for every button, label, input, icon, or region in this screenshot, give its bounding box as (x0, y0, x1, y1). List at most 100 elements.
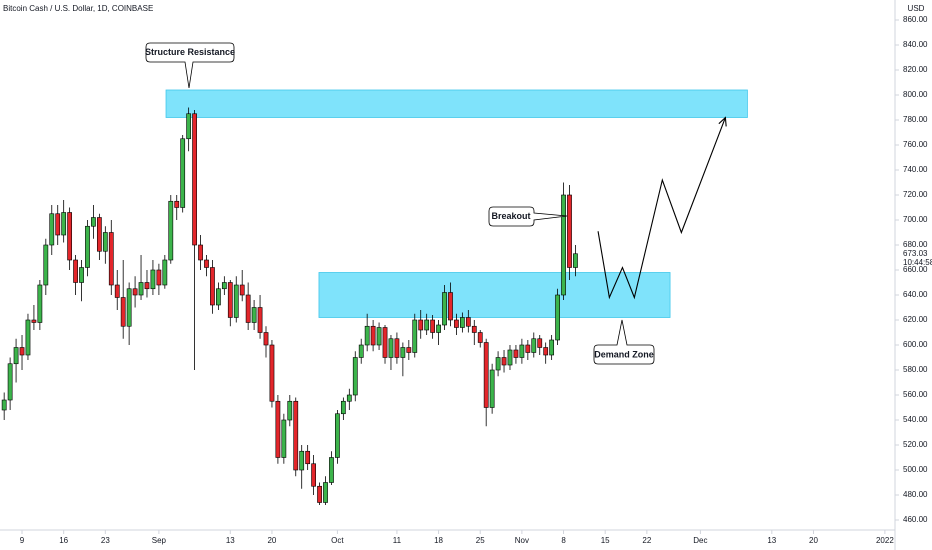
candle-body-down (537, 338, 543, 348)
y-tick-label: 580.00 (903, 365, 928, 374)
candle-body-up (459, 317, 465, 328)
callout-box (593, 319, 655, 365)
currency: USD (908, 4, 925, 13)
x-tick-label: 23 (101, 536, 110, 545)
x-tick-label: 9 (20, 536, 25, 545)
candle-body-down (418, 319, 424, 331)
candle-body-down (55, 213, 61, 236)
candle-body-up (346, 394, 352, 402)
candle-body-up (442, 292, 447, 326)
candle-body-up (25, 319, 31, 356)
candle-body-down (406, 347, 412, 353)
candle-body-down (192, 113, 197, 246)
y-tick-label: 700.00 (903, 215, 928, 224)
candle-body-up (216, 288, 221, 306)
zone (165, 89, 748, 118)
y-tick-label: 680.00 (903, 240, 928, 249)
candle-body-up (573, 253, 578, 268)
candles (1, 107, 727, 505)
candle-body-up (388, 338, 394, 358)
candle-body-up (233, 284, 239, 318)
x-tick-label: 16 (59, 536, 68, 545)
candle-body-up (1, 399, 7, 411)
candle-body-up (531, 338, 537, 353)
callout-box (488, 206, 568, 227)
candle-body-down (394, 338, 400, 358)
candle-body-down (204, 259, 209, 268)
candle-body-up (323, 482, 328, 503)
candle-body-down (73, 259, 78, 283)
candle-body-up (358, 344, 364, 358)
x-tick-label: 22 (642, 536, 651, 545)
candle-body-down (305, 450, 311, 465)
candle-body-up (340, 400, 346, 415)
candle-body-down (370, 325, 376, 346)
x-tick-label: 18 (434, 536, 443, 545)
candle-body-up (79, 267, 84, 283)
candle-body-down (120, 297, 126, 327)
candle-body-down (501, 357, 507, 366)
annotation: Structure Resistance (145, 47, 235, 57)
callout-breakout: Breakout (488, 206, 568, 227)
candle-body-up (376, 327, 382, 346)
x-tick-label: 20 (809, 536, 818, 545)
candle-body-up (7, 363, 13, 401)
projection-arrowhead (718, 116, 727, 127)
candle-body-up (424, 319, 430, 331)
candle-body-up (37, 284, 43, 323)
y-tick-label: 780.00 (903, 115, 928, 124)
chart-title: Bitcoin Cash / U.S. Dollar, 1D, COINBASE (3, 4, 153, 13)
candle-body-up (352, 357, 358, 396)
candle-body-up (507, 349, 513, 366)
candle-body-down (477, 332, 483, 343)
candle-body-up (91, 217, 96, 227)
y-tick-label: 560.00 (903, 390, 928, 399)
axes: 460.00 480.00 500.00 520.00 540.00 560.00 580.… (20, 15, 932, 545)
candle-body-down (67, 212, 73, 261)
candle-body-down (108, 232, 114, 286)
candle-body-up (281, 419, 287, 458)
candle-body-up (412, 319, 418, 353)
candle-body-up (561, 194, 566, 296)
candle-body-up (400, 347, 406, 358)
y-tick-label: 480.00 (903, 490, 928, 499)
candle-body-down (245, 294, 251, 323)
candle-body-up (186, 113, 192, 140)
x-tick-label: 13 (767, 536, 776, 545)
candle-body-down (198, 244, 203, 261)
zone (318, 272, 671, 318)
x-tick-label: 15 (601, 536, 610, 545)
y-tick-label: 620.00 (903, 315, 928, 324)
candle-body-down (174, 200, 180, 208)
candle-body-up (329, 457, 334, 483)
y-tick-label: 460.00 (903, 515, 928, 524)
candle-body-down (269, 344, 275, 402)
candle-body-up (43, 244, 49, 286)
candle-body-up (495, 357, 501, 371)
candle-body-down (227, 282, 233, 318)
candle-body-up (251, 307, 257, 323)
candle-body-down (483, 342, 489, 408)
candle-body-down (525, 344, 531, 353)
y-tick-label: 600.00 (903, 340, 928, 349)
annotation: Demand Zone (594, 349, 654, 359)
x-tick-label: 2022 (876, 536, 894, 545)
candle-body-up (150, 269, 156, 290)
candle-body-down (311, 463, 316, 487)
candle-body-down (239, 284, 245, 296)
candle-body-down (430, 319, 436, 333)
candle-body-up (61, 212, 67, 236)
candle-body-up (85, 225, 90, 268)
callout-demand: Demand Zone (593, 319, 655, 365)
candle-body-down (31, 319, 37, 323)
candle-body-down (293, 400, 299, 471)
y-tick-label: 500.00 (903, 465, 928, 474)
candle-body-up (221, 282, 227, 290)
y-tick-label: 860.00 (903, 15, 928, 24)
candle-body-up (162, 259, 168, 286)
candle-body-up (335, 413, 340, 458)
candle-body-up (49, 213, 55, 246)
candle-body-up (299, 450, 305, 471)
candle-body-up (436, 324, 441, 333)
